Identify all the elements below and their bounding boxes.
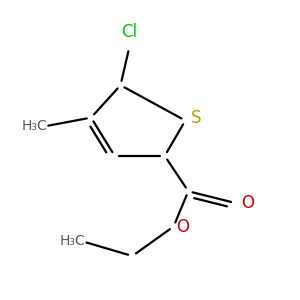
- Text: S: S: [191, 109, 202, 127]
- Text: O: O: [176, 218, 190, 236]
- Text: H₃C: H₃C: [59, 234, 85, 248]
- Text: H₃C: H₃C: [21, 119, 47, 134]
- Text: O: O: [241, 194, 254, 212]
- Text: Cl: Cl: [121, 23, 137, 41]
